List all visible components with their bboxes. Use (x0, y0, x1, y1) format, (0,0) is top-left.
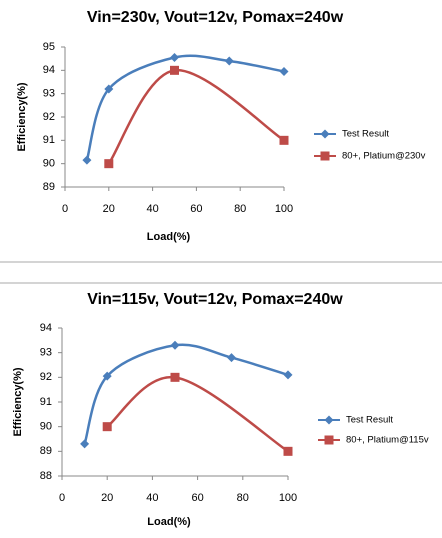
x-tick-label: 60 (190, 203, 202, 215)
x-tick-label: 20 (101, 492, 113, 504)
y-axis-title: Efficiency(%) (12, 367, 24, 436)
series-line (107, 69, 285, 165)
marker (102, 422, 112, 432)
marker (224, 56, 234, 66)
x-tick-label: 40 (146, 492, 158, 504)
marker (283, 370, 293, 380)
series-line (106, 376, 289, 453)
chart-title: Vin=115v, Vout=12v, Pomax=240w (87, 291, 343, 308)
marker (104, 159, 114, 169)
y-tick-label: 90 (43, 158, 55, 170)
x-tick-label: 0 (59, 492, 65, 504)
marker (80, 439, 90, 449)
marker (170, 340, 180, 350)
y-tick-label: 95 (43, 41, 55, 53)
marker (320, 151, 330, 161)
x-tick-label: 60 (191, 492, 203, 504)
x-tick-label: 100 (279, 492, 297, 504)
y-tick-label: 91 (43, 134, 55, 146)
marker (324, 435, 334, 445)
y-tick-label: 89 (43, 181, 55, 193)
chart-title: Vin=230v, Vout=12v, Pomax=240w (87, 9, 344, 26)
marker (170, 372, 180, 382)
legend-label: Test Result (346, 415, 393, 426)
x-tick-label: 20 (103, 203, 115, 215)
y-tick-label: 94 (43, 64, 55, 76)
x-tick-label: 80 (234, 203, 246, 215)
legend-label: Test Result (342, 129, 389, 140)
x-axis-title: Load(%) (147, 516, 191, 528)
x-tick-label: 0 (62, 203, 68, 215)
y-tick-label: 92 (43, 111, 55, 123)
y-tick-label: 88 (40, 470, 52, 482)
marker (283, 446, 293, 456)
marker (279, 67, 289, 76)
x-tick-label: 80 (237, 492, 249, 504)
x-axis-title: Load(%) (147, 231, 191, 243)
y-tick-label: 94 (40, 322, 52, 334)
y-tick-label: 93 (40, 347, 52, 359)
marker (102, 371, 112, 381)
marker (227, 353, 236, 363)
marker (324, 415, 334, 425)
x-tick-label: 40 (146, 203, 158, 215)
marker (104, 84, 114, 94)
marker (320, 129, 330, 139)
y-axis-title: Efficiency(%) (16, 82, 28, 151)
y-tick-label: 89 (40, 445, 52, 457)
legend-label: 80+, Platium@115v (346, 435, 429, 446)
y-tick-label: 90 (40, 421, 52, 433)
y-tick-label: 92 (40, 371, 52, 383)
legend-label: 80+, Platium@230v (342, 151, 426, 162)
marker (170, 53, 179, 62)
marker (82, 155, 92, 165)
marker (279, 135, 289, 145)
marker (170, 65, 179, 75)
y-tick-label: 93 (43, 88, 55, 100)
x-tick-label: 100 (275, 203, 293, 215)
y-tick-label: 91 (40, 396, 52, 408)
